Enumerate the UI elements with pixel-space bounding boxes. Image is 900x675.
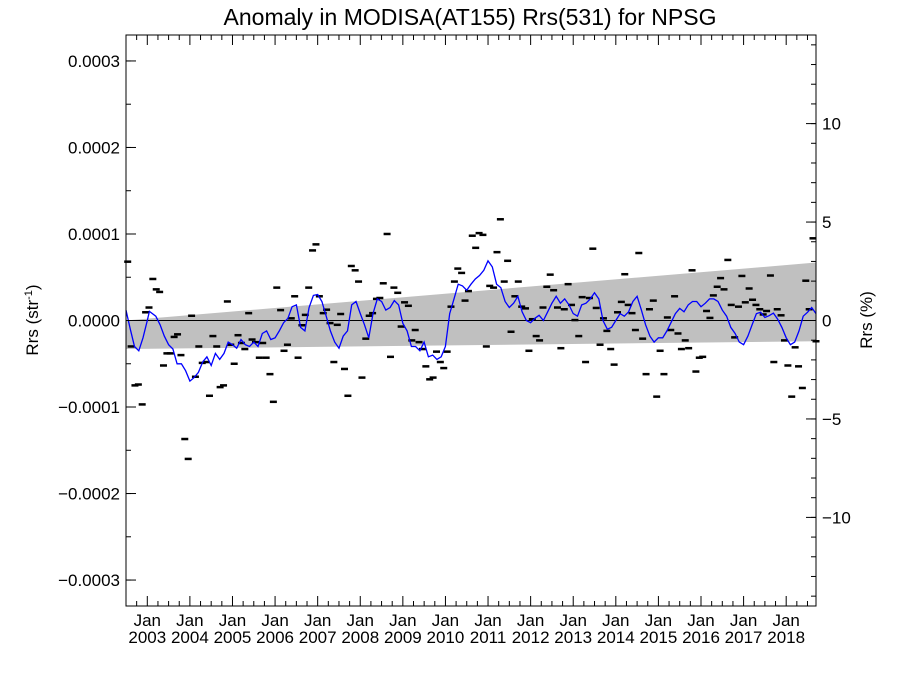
- y-axis-label-left-close: ): [23, 284, 42, 290]
- uncertainty-band: [126, 262, 816, 350]
- y-tick-label: −0.0003: [58, 571, 120, 590]
- x-tick-label-year: 2014: [597, 628, 635, 647]
- x-tick-label-year: 2013: [554, 628, 592, 647]
- y-tick-label: 0.0001: [68, 225, 120, 244]
- x-tick-label-year: 2015: [639, 628, 677, 647]
- x-tick-label-month: Jan: [560, 611, 587, 630]
- x-tick-label-year: 2007: [299, 628, 337, 647]
- x-tick-label-year: 2008: [341, 628, 379, 647]
- x-tick-label-year: 2012: [512, 628, 550, 647]
- x-tick-label-month: Jan: [347, 611, 374, 630]
- running-mean-line: [125, 259, 817, 383]
- x-tick-label-month: Jan: [304, 611, 331, 630]
- x-tick-label-year: 2004: [171, 628, 209, 647]
- y-tick-label: 0.0003: [68, 52, 120, 71]
- x-tick-label-month: Jan: [602, 611, 629, 630]
- x-tick-label-month: Jan: [517, 611, 544, 630]
- y-axis-label-left-sup: -1: [23, 290, 35, 300]
- x-tick-label-month: Jan: [134, 611, 161, 630]
- y2-tick-label: 5: [822, 213, 831, 232]
- x-tick-label-year: 2011: [470, 628, 507, 647]
- x-tick-label-month: Jan: [772, 611, 799, 630]
- x-tick-label-year: 2017: [725, 628, 763, 647]
- y-axis-label-right: Rrs (%): [857, 291, 876, 349]
- y2-tick-label: 10: [822, 115, 841, 134]
- y2-tick-label: −10: [822, 508, 851, 527]
- x-tick-label-month: Jan: [474, 611, 501, 630]
- y2-tick-label: −5: [822, 410, 841, 429]
- x-tick-label-year: 2006: [256, 628, 294, 647]
- x-tick-label-year: 2005: [214, 628, 252, 647]
- chart-title: Anomaly in MODISA(AT155) Rrs(531) for NP…: [224, 4, 717, 30]
- x-tick-label-year: 2003: [128, 628, 166, 647]
- x-tick-label-month: Jan: [645, 611, 672, 630]
- x-tick-label-month: Jan: [389, 611, 416, 630]
- x-tick-label-month: Jan: [219, 611, 246, 630]
- x-tick-label-year: 2010: [427, 628, 465, 647]
- x-tick-label-month: Jan: [261, 611, 288, 630]
- y-tick-label: −0.0001: [58, 398, 120, 417]
- y-axis-label-left-main: Rrs (str: [23, 300, 42, 356]
- x-tick-label-month: Jan: [432, 611, 459, 630]
- x-tick-label-year: 2018: [767, 628, 805, 647]
- x-tick-label-month: Jan: [730, 611, 757, 630]
- x-tick-label-month: Jan: [176, 611, 203, 630]
- x-tick-label-year: 2016: [682, 628, 720, 647]
- y-tick-label: 0.0000: [68, 312, 120, 331]
- y-tick-label: −0.0002: [58, 485, 120, 504]
- plot-area: 0.0003 0.0002 0.0001 0.0000 −0.0001 −0.0002 −0…: [58, 34, 851, 647]
- x-tick-label-year: 2009: [384, 628, 422, 647]
- y-tick-label: 0.0002: [68, 138, 120, 157]
- y2-tick-label: 0: [822, 312, 831, 331]
- x-tick-label-month: Jan: [687, 611, 714, 630]
- y-axis-label-left: Rrs (str-1): [23, 284, 42, 355]
